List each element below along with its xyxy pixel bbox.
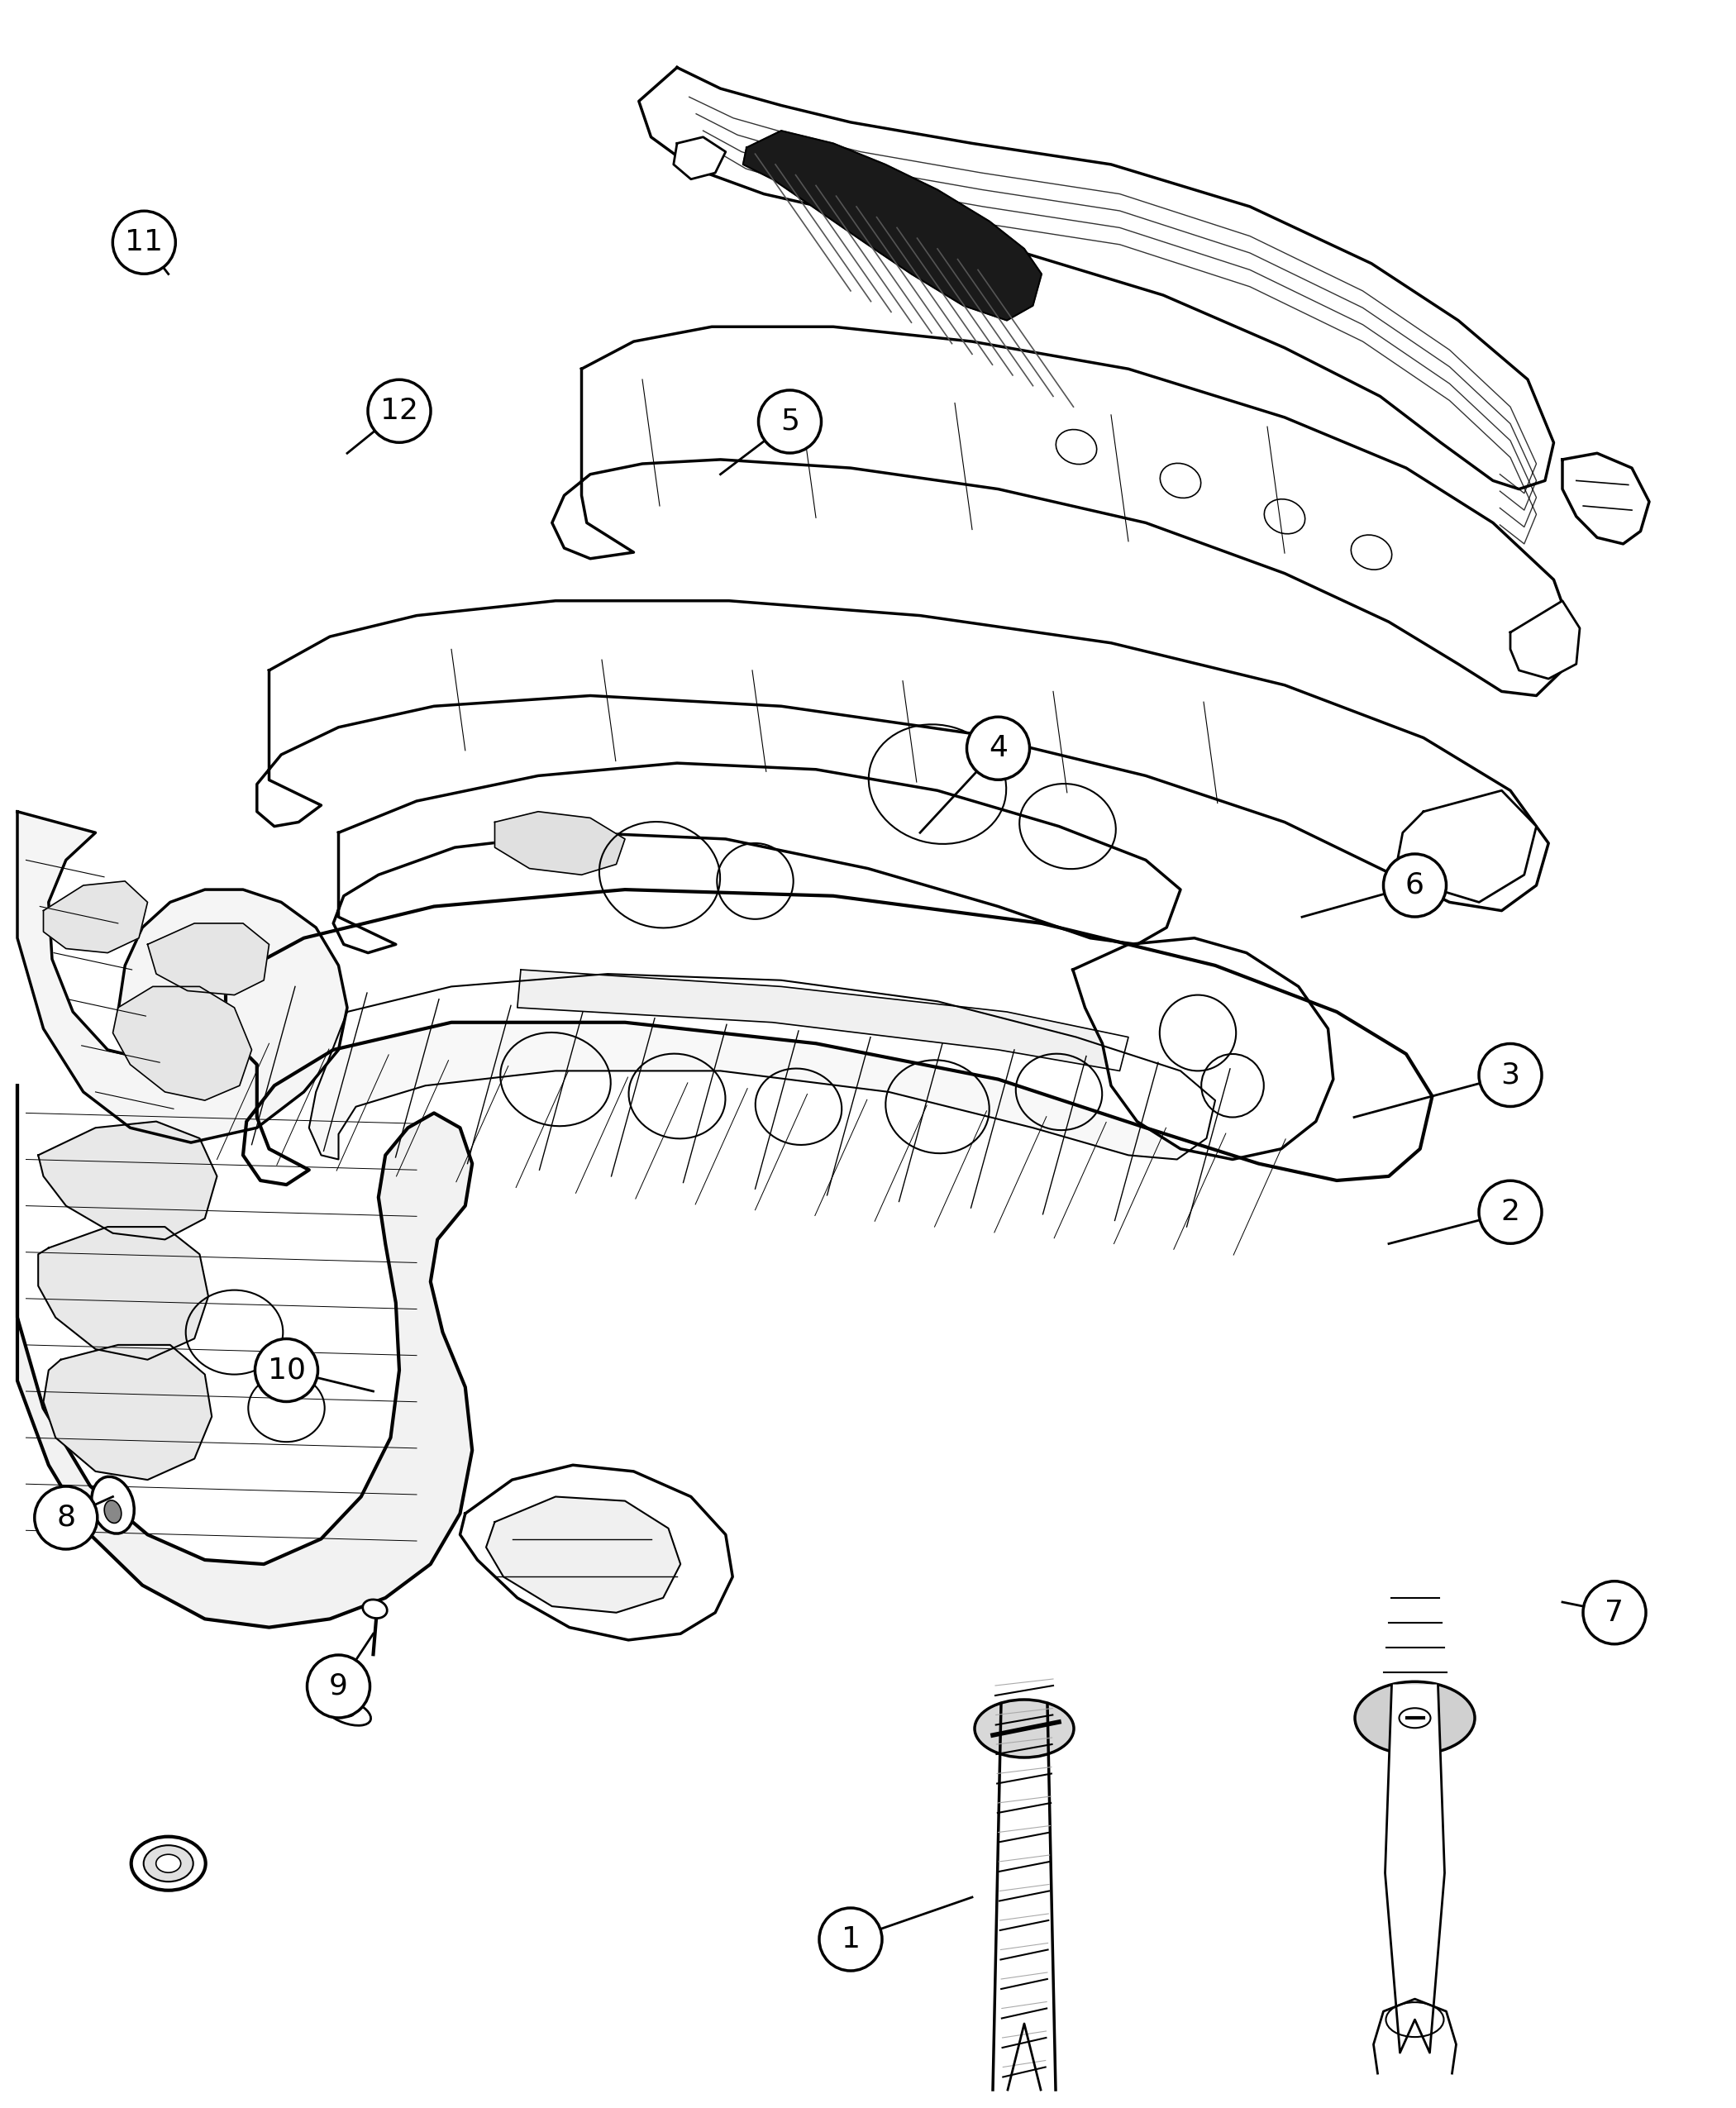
Text: 7: 7 xyxy=(1606,1598,1623,1627)
Polygon shape xyxy=(148,923,269,995)
Polygon shape xyxy=(495,812,625,875)
Polygon shape xyxy=(1007,2024,1042,2089)
Circle shape xyxy=(759,390,821,453)
Text: 12: 12 xyxy=(380,396,418,426)
Polygon shape xyxy=(309,974,1215,1159)
Polygon shape xyxy=(674,137,726,179)
Text: 10: 10 xyxy=(267,1355,306,1385)
Polygon shape xyxy=(743,131,1042,320)
Text: 8: 8 xyxy=(56,1503,76,1533)
Polygon shape xyxy=(1562,453,1649,544)
Circle shape xyxy=(1479,1180,1542,1244)
Circle shape xyxy=(113,211,175,274)
Polygon shape xyxy=(43,1345,212,1480)
Text: 9: 9 xyxy=(330,1672,347,1701)
Polygon shape xyxy=(517,970,1128,1071)
Ellipse shape xyxy=(323,1697,372,1726)
Polygon shape xyxy=(460,1465,733,1640)
Circle shape xyxy=(307,1655,370,1718)
Polygon shape xyxy=(1385,1684,1444,2053)
Polygon shape xyxy=(257,601,1549,911)
Ellipse shape xyxy=(974,1699,1075,1758)
Polygon shape xyxy=(1073,938,1333,1159)
Polygon shape xyxy=(38,1121,217,1240)
Polygon shape xyxy=(486,1497,681,1613)
Polygon shape xyxy=(38,1227,208,1360)
Ellipse shape xyxy=(92,1478,134,1533)
Circle shape xyxy=(1479,1043,1542,1107)
Polygon shape xyxy=(113,987,252,1100)
Ellipse shape xyxy=(1399,1707,1430,1729)
Polygon shape xyxy=(17,1086,472,1627)
Circle shape xyxy=(819,1908,882,1971)
Polygon shape xyxy=(43,881,148,953)
Text: 6: 6 xyxy=(1406,871,1424,900)
Text: 4: 4 xyxy=(990,734,1007,763)
Polygon shape xyxy=(552,327,1571,696)
Text: 1: 1 xyxy=(842,1925,859,1954)
Text: 2: 2 xyxy=(1502,1197,1519,1227)
Text: 5: 5 xyxy=(781,407,799,436)
Ellipse shape xyxy=(1354,1682,1476,1754)
Ellipse shape xyxy=(156,1855,181,1872)
Circle shape xyxy=(1384,854,1446,917)
Text: 3: 3 xyxy=(1502,1060,1519,1090)
Circle shape xyxy=(967,717,1029,780)
Ellipse shape xyxy=(363,1600,387,1619)
Polygon shape xyxy=(333,763,1180,953)
Ellipse shape xyxy=(144,1844,193,1882)
Polygon shape xyxy=(639,67,1554,489)
Ellipse shape xyxy=(104,1501,122,1524)
Polygon shape xyxy=(17,812,347,1143)
Polygon shape xyxy=(1510,601,1580,679)
Circle shape xyxy=(35,1486,97,1549)
Polygon shape xyxy=(1397,790,1536,902)
Ellipse shape xyxy=(132,1836,205,1891)
Polygon shape xyxy=(1373,1998,1457,2074)
Circle shape xyxy=(1583,1581,1646,1644)
Polygon shape xyxy=(226,890,1432,1185)
Circle shape xyxy=(368,379,431,443)
Text: 11: 11 xyxy=(125,228,163,257)
Circle shape xyxy=(255,1339,318,1402)
